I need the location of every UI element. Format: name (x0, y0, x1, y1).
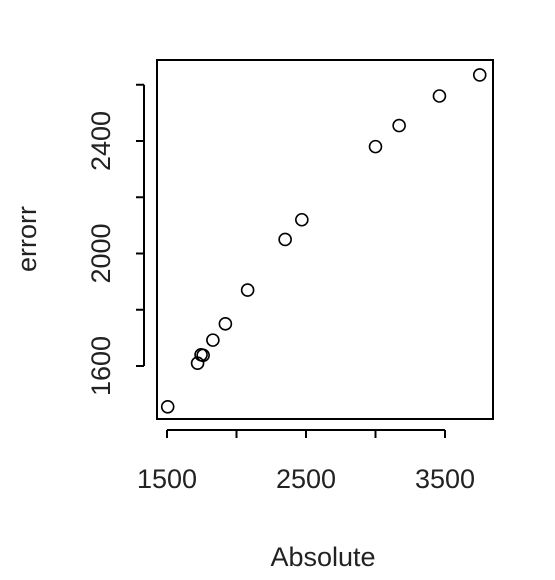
y-axis: 1600 2000 2400 (86, 83, 145, 396)
data-point (392, 118, 406, 133)
data-point (160, 399, 175, 414)
y-axis-label: errorr (12, 206, 42, 272)
x-axis-label: Absolute (270, 542, 375, 572)
data-point (218, 317, 233, 331)
data-point (368, 139, 383, 154)
data-point (196, 348, 210, 363)
x-axis: 1500 2500 3500 (137, 429, 475, 494)
data-point (432, 89, 447, 103)
x-tick-label: 2500 (276, 464, 336, 494)
x-tick-label: 1500 (137, 464, 197, 494)
data-point (472, 68, 487, 82)
y-tick-label: 2000 (86, 223, 116, 283)
plot-frame (156, 59, 494, 420)
x-tick-label: 3500 (415, 464, 475, 494)
data-point (278, 232, 292, 247)
data-point (240, 283, 255, 297)
data-point (295, 212, 309, 227)
y-tick-label: 1600 (86, 336, 116, 396)
data-points (160, 68, 487, 414)
y-tick-label: 2400 (86, 111, 116, 171)
data-point (206, 333, 220, 347)
